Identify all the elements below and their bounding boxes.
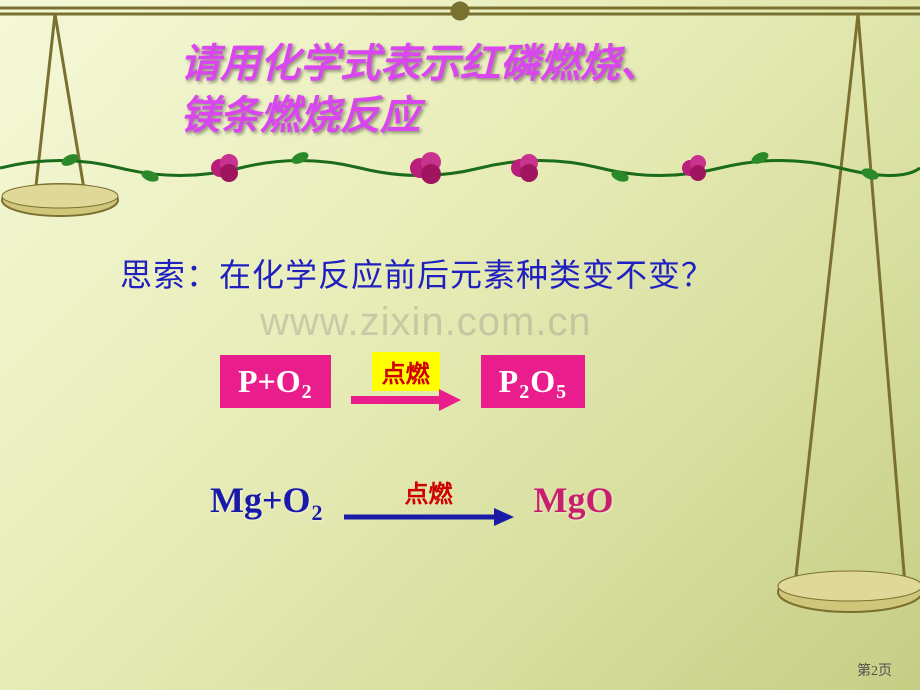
eq1-p2: P (499, 363, 519, 400)
eq2-plus: + (262, 479, 283, 521)
eq2-arrow-block: 点燃 (344, 472, 514, 527)
eq2-o-sub: 2 (312, 500, 323, 526)
eq1-o5-sub: 5 (556, 381, 566, 404)
eq1-products: P 2 O 5 (481, 355, 585, 408)
eq2-arrow-icon (344, 507, 514, 527)
eq1-arrow-block: 点燃 (351, 352, 461, 411)
eq1-p2-sub: 2 (519, 381, 529, 404)
eq2-mgo: MgO (534, 479, 614, 521)
watermark: www.zixin.com.cn (260, 300, 592, 345)
question-text: 思索：在化学反应前后元素种类变不变？ (120, 250, 714, 296)
eq2-condition-label: 点燃 (395, 472, 463, 511)
eq1-o5: O (530, 363, 555, 400)
slide: 请用化学式表示红磷燃烧、 镁条燃烧反应 思索：在化学反应前后元素种类变不变？ w… (0, 0, 920, 690)
eq2-products: MgO (534, 479, 614, 521)
title-line-1: 请用化学式表示红磷燃烧、 (180, 38, 820, 90)
vine-divider (0, 148, 920, 188)
title-line-2: 镁条燃烧反应 (180, 90, 820, 142)
eq1-plus: + (258, 363, 276, 400)
eq2-reactants: Mg + O 2 (210, 479, 324, 521)
eq1-condition-label: 点燃 (372, 352, 440, 391)
eq1-p: P (238, 363, 258, 400)
eq1-reactants: P + O 2 (220, 355, 331, 408)
eq1-o-sub: 2 (302, 381, 312, 404)
equation-1: P + O 2 点燃 P 2 O 5 (220, 352, 585, 411)
slide-title: 请用化学式表示红磷燃烧、 镁条燃烧反应 (180, 38, 820, 142)
eq2-mg: Mg (210, 479, 262, 521)
page-number: 第2页 (857, 660, 892, 680)
eq1-o: O (276, 363, 301, 400)
eq2-o: O (283, 479, 311, 521)
equation-2: Mg + O 2 点燃 MgO (210, 472, 614, 527)
eq1-arrow-icon (351, 389, 461, 411)
